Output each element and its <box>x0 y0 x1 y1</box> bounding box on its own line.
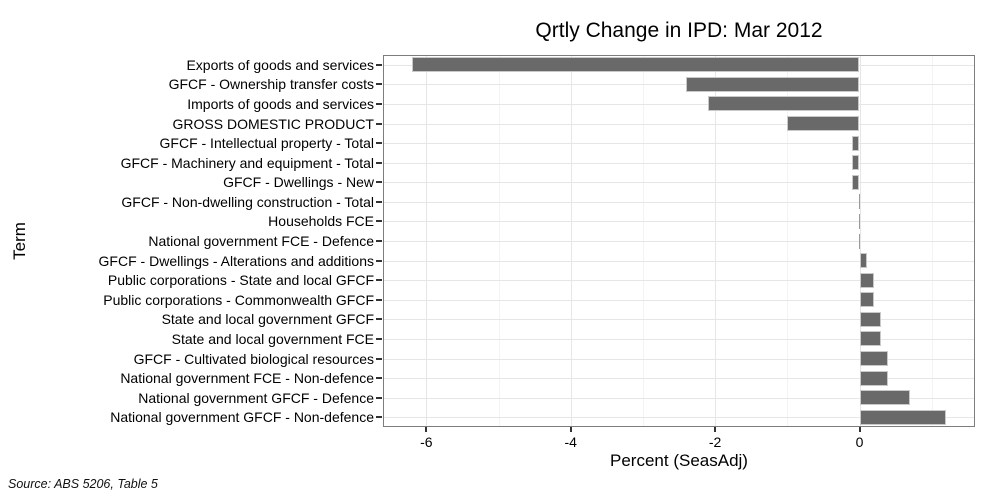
y-tick <box>376 63 382 66</box>
category-label: National government GFCF - Defence <box>138 389 374 406</box>
category-gridline <box>383 143 975 145</box>
y-tick <box>376 318 382 321</box>
y-tick <box>376 377 382 380</box>
y-tick <box>376 396 382 399</box>
bar <box>859 292 874 308</box>
bar <box>852 135 860 151</box>
bar <box>859 272 874 288</box>
category-label: State and local government GFCF <box>161 311 374 328</box>
bar <box>859 409 947 425</box>
category-gridline <box>383 280 975 282</box>
chart-title: Qrtly Change in IPD: Mar 2012 <box>535 19 823 42</box>
y-tick <box>376 279 382 282</box>
y-tick <box>376 220 382 223</box>
category-gridline <box>383 338 975 340</box>
y-tick <box>376 259 382 262</box>
x-tick-label: -6 <box>420 434 433 450</box>
x-tick-label: 0 <box>855 434 864 450</box>
category-gridline <box>383 378 975 380</box>
y-tick <box>376 142 382 145</box>
bar <box>858 194 861 210</box>
x-tick-label: -2 <box>708 434 722 450</box>
source-note: Source: ABS 5206, Table 5 <box>8 477 158 491</box>
category-gridline <box>383 260 975 262</box>
bar <box>858 213 861 229</box>
bar <box>686 76 860 92</box>
category-label: National government GFCF - Non-defence <box>110 409 374 426</box>
category-gridline <box>383 358 975 360</box>
bar <box>859 370 889 386</box>
x-tick <box>569 427 572 432</box>
bar <box>707 96 860 112</box>
category-label: GFCF - Cultivated biological resources <box>133 350 374 367</box>
category-label: Imports of goods and services <box>187 95 374 112</box>
bar <box>858 233 861 249</box>
y-tick <box>376 240 382 242</box>
x-tick <box>858 427 861 432</box>
y-tick <box>376 181 382 184</box>
bar <box>859 253 867 269</box>
category-gridline <box>383 241 975 242</box>
category-gridline <box>383 182 975 184</box>
category-label: Households FCE <box>268 213 374 230</box>
category-gridline <box>383 221 975 223</box>
category-label: GFCF - Machinery and equipment - Total <box>120 154 374 171</box>
bar <box>859 351 889 366</box>
category-gridline <box>383 123 975 125</box>
category-label: National government FCE - Non-defence <box>120 370 374 387</box>
category-label: GFCF - Intellectual property - Total <box>159 135 374 152</box>
category-gridline <box>383 417 975 419</box>
bar <box>852 174 860 190</box>
category-gridline <box>383 201 975 203</box>
category-gridline <box>383 103 975 105</box>
y-tick <box>376 83 382 86</box>
y-tick <box>376 102 382 105</box>
y-tick <box>376 298 382 301</box>
x-axis-title: Percent (SeasAdj) <box>610 451 748 470</box>
y-tick <box>376 200 382 203</box>
plot-panel <box>383 55 975 427</box>
category-gridline <box>383 162 975 164</box>
category-gridline <box>383 397 975 399</box>
category-gridline <box>383 84 975 86</box>
category-label: GFCF - Dwellings - Alterations and addit… <box>98 252 374 269</box>
bar <box>859 311 882 327</box>
category-label: GROSS DOMESTIC PRODUCT <box>172 115 374 132</box>
category-label: Exports of goods and services <box>186 56 374 73</box>
y-tick <box>376 161 382 164</box>
category-gridline <box>383 299 975 301</box>
y-tick <box>376 357 382 360</box>
bar <box>411 57 860 73</box>
bar <box>859 390 910 406</box>
bar <box>852 155 860 171</box>
category-label: Public corporations - Commonwealth GFCF <box>103 291 374 308</box>
bar <box>859 331 882 347</box>
bar <box>787 116 860 131</box>
y-tick <box>376 122 382 125</box>
y-tick <box>376 337 382 340</box>
category-gridline <box>383 319 975 321</box>
x-tick-label: -4 <box>564 434 577 450</box>
x-tick <box>425 427 428 432</box>
category-label: GFCF - Dwellings - New <box>223 174 374 191</box>
y-tick <box>376 416 382 419</box>
category-label: National government FCE - Defence <box>148 233 374 249</box>
category-label: State and local government FCE <box>171 330 374 347</box>
category-label: GFCF - Non-dwelling construction - Total <box>121 193 374 210</box>
x-tick <box>714 427 717 432</box>
category-label: GFCF - Ownership transfer costs <box>168 76 374 93</box>
category-label: Public corporations - State and local GF… <box>107 272 374 289</box>
